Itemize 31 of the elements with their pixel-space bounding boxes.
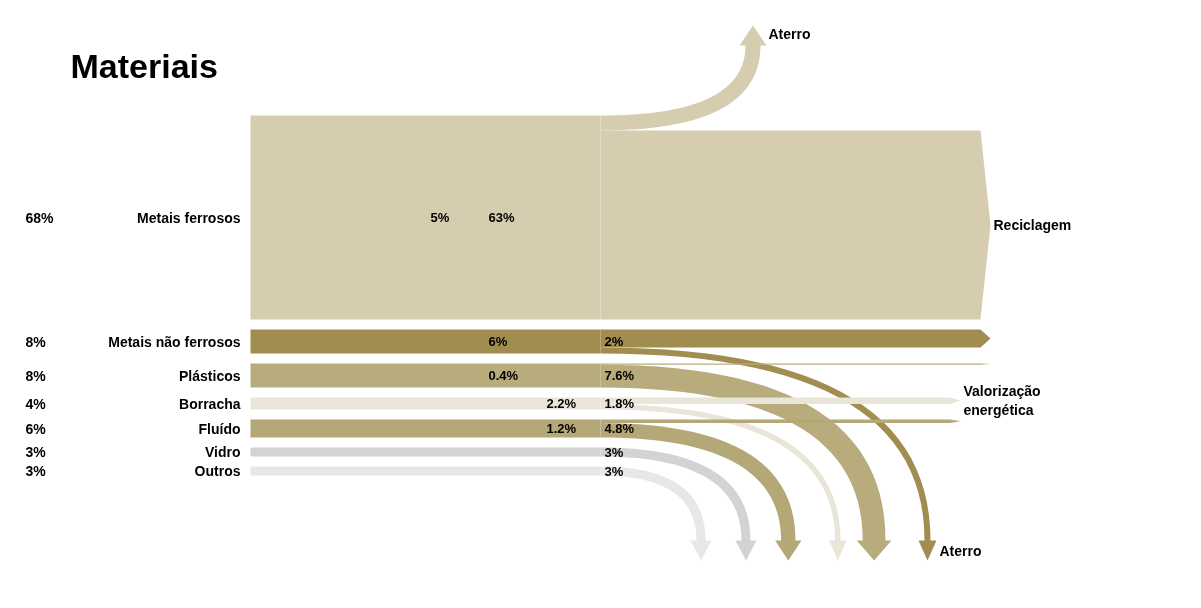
data-label: 4.8% [604, 421, 635, 436]
data-label: 3% [25, 463, 47, 479]
data-label: 68% [25, 209, 55, 226]
data-label: 63% [488, 210, 515, 225]
data-label: 4% [25, 395, 47, 412]
data-label: 2.2% [546, 396, 577, 411]
data-label: 1.2% [546, 421, 577, 436]
category-label: Fluído [198, 420, 241, 437]
category-label: Borracha [179, 395, 241, 412]
text: Reciclagem [993, 217, 1072, 233]
category-label: Plásticos [179, 367, 241, 384]
data-label: 5% [430, 210, 450, 225]
data-label: 2% [604, 334, 624, 349]
data-label: 7.6% [604, 368, 635, 383]
data-label: 3% [604, 444, 624, 460]
text: Materiais [70, 46, 218, 85]
text: Aterro [768, 25, 811, 42]
data-label: 3% [25, 444, 47, 460]
data-label: 0.4% [488, 368, 519, 383]
category-label: Outros [194, 463, 241, 479]
category-label: Vidro [204, 444, 241, 460]
text: Valorização energética [963, 383, 1041, 419]
data-label: 6% [25, 420, 47, 437]
data-label: 3% [604, 463, 624, 479]
data-label: 6% [488, 334, 508, 349]
data-label: 8% [25, 333, 47, 350]
data-label: 8% [25, 367, 47, 384]
text: Aterro [939, 542, 982, 559]
data-label: 1.8% [604, 396, 635, 411]
category-label: Metais não ferrosos [108, 333, 241, 350]
category-label: Metais ferrosos [137, 209, 241, 226]
